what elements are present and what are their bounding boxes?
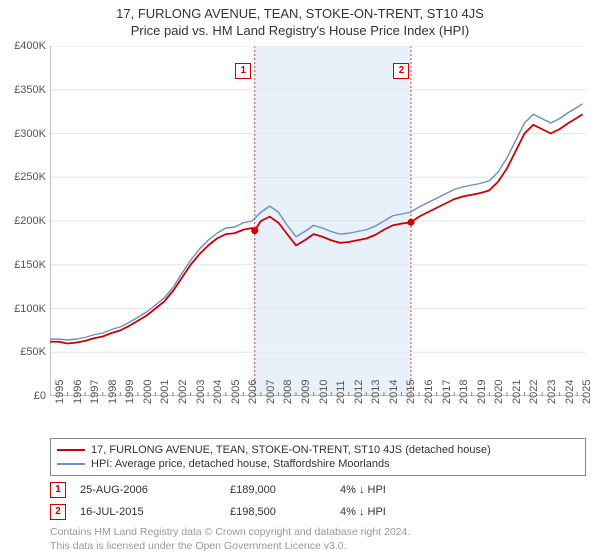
chart-title: 17, FURLONG AVENUE, TEAN, STOKE-ON-TRENT… [0,0,600,21]
x-tick-label: 2000 [142,380,154,404]
x-tick-label: 2019 [476,380,488,404]
y-tick-label: £300K [2,128,46,140]
chart-marker-box: 1 [235,63,251,79]
x-tick-label: 2005 [230,380,242,404]
legend-swatch-price-paid [57,449,85,451]
x-tick-label: 1999 [124,380,136,404]
x-tick-label: 2003 [195,380,207,404]
x-tick-label: 2017 [441,380,453,404]
footnote: Contains HM Land Registry data © Crown c… [50,520,586,553]
x-tick-label: 2014 [388,380,400,404]
x-tick-label: 2022 [528,380,540,404]
x-tick-label: 2013 [370,380,382,404]
x-tick-label: 2020 [493,380,505,404]
y-tick-label: £0 [2,390,46,402]
sale-marker-1-icon: 1 [50,482,66,498]
x-tick-label: 2008 [282,380,294,404]
chart-marker-box: 2 [393,63,409,79]
x-tick-label: 2016 [423,380,435,404]
x-tick-label: 2009 [300,380,312,404]
sale-price-2: £198,500 [230,506,340,518]
legend-box: 17, FURLONG AVENUE, TEAN, STOKE-ON-TRENT… [50,438,586,476]
chart-area: £0£50K£100K£150K£200K£250K£300K£350K£400… [50,46,586,396]
y-tick-label: £350K [2,84,46,96]
y-tick-label: £100K [2,303,46,315]
x-tick-label: 2012 [353,380,365,404]
x-tick-label: 2024 [564,380,576,404]
sale-marker-2-icon: 2 [50,504,66,520]
sale-delta-2: 4% ↓ HPI [340,506,386,518]
sale-date-2: 16-JUL-2015 [80,506,230,518]
sale-row-2: 2 16-JUL-2015 £198,500 4% ↓ HPI [50,498,586,520]
x-tick-label: 2023 [546,380,558,404]
x-tick-label: 1996 [72,380,84,404]
chart-subtitle: Price paid vs. HM Land Registry's House … [0,21,600,42]
legend-swatch-hpi [57,463,85,465]
chart-svg [50,46,586,396]
y-tick-label: £50K [2,346,46,358]
sale-date-1: 25-AUG-2006 [80,484,230,496]
sale-delta-1: 4% ↓ HPI [340,484,386,496]
x-tick-label: 1995 [54,380,66,404]
x-tick-label: 2025 [581,380,593,404]
x-tick-label: 2010 [318,380,330,404]
y-tick-label: £250K [2,171,46,183]
x-tick-label: 2004 [212,380,224,404]
y-tick-label: £200K [2,215,46,227]
x-tick-label: 2015 [405,380,417,404]
x-tick-label: 2001 [159,380,171,404]
x-tick-label: 1997 [89,380,101,404]
legend-label-price-paid: 17, FURLONG AVENUE, TEAN, STOKE-ON-TRENT… [91,444,491,456]
legend-row-hpi: HPI: Average price, detached house, Staf… [57,457,579,471]
x-tick-label: 2002 [177,380,189,404]
sale-price-1: £189,000 [230,484,340,496]
x-tick-label: 1998 [107,380,119,404]
chart-container: 17, FURLONG AVENUE, TEAN, STOKE-ON-TRENT… [0,0,600,560]
y-tick-label: £400K [2,40,46,52]
x-tick-label: 2007 [265,380,277,404]
footnote-line-1: Contains HM Land Registry data © Crown c… [50,526,586,540]
legend-row-price-paid: 17, FURLONG AVENUE, TEAN, STOKE-ON-TRENT… [57,443,579,457]
x-tick-label: 2011 [335,380,347,404]
sale-row-1: 1 25-AUG-2006 £189,000 4% ↓ HPI [50,476,586,498]
legend-and-footer: 17, FURLONG AVENUE, TEAN, STOKE-ON-TRENT… [50,438,586,553]
y-tick-label: £150K [2,259,46,271]
x-tick-label: 2021 [511,380,523,404]
x-tick-label: 2018 [458,380,470,404]
x-tick-label: 2006 [247,380,259,404]
legend-label-hpi: HPI: Average price, detached house, Staf… [91,458,390,470]
footnote-line-2: This data is licensed under the Open Gov… [50,540,586,554]
